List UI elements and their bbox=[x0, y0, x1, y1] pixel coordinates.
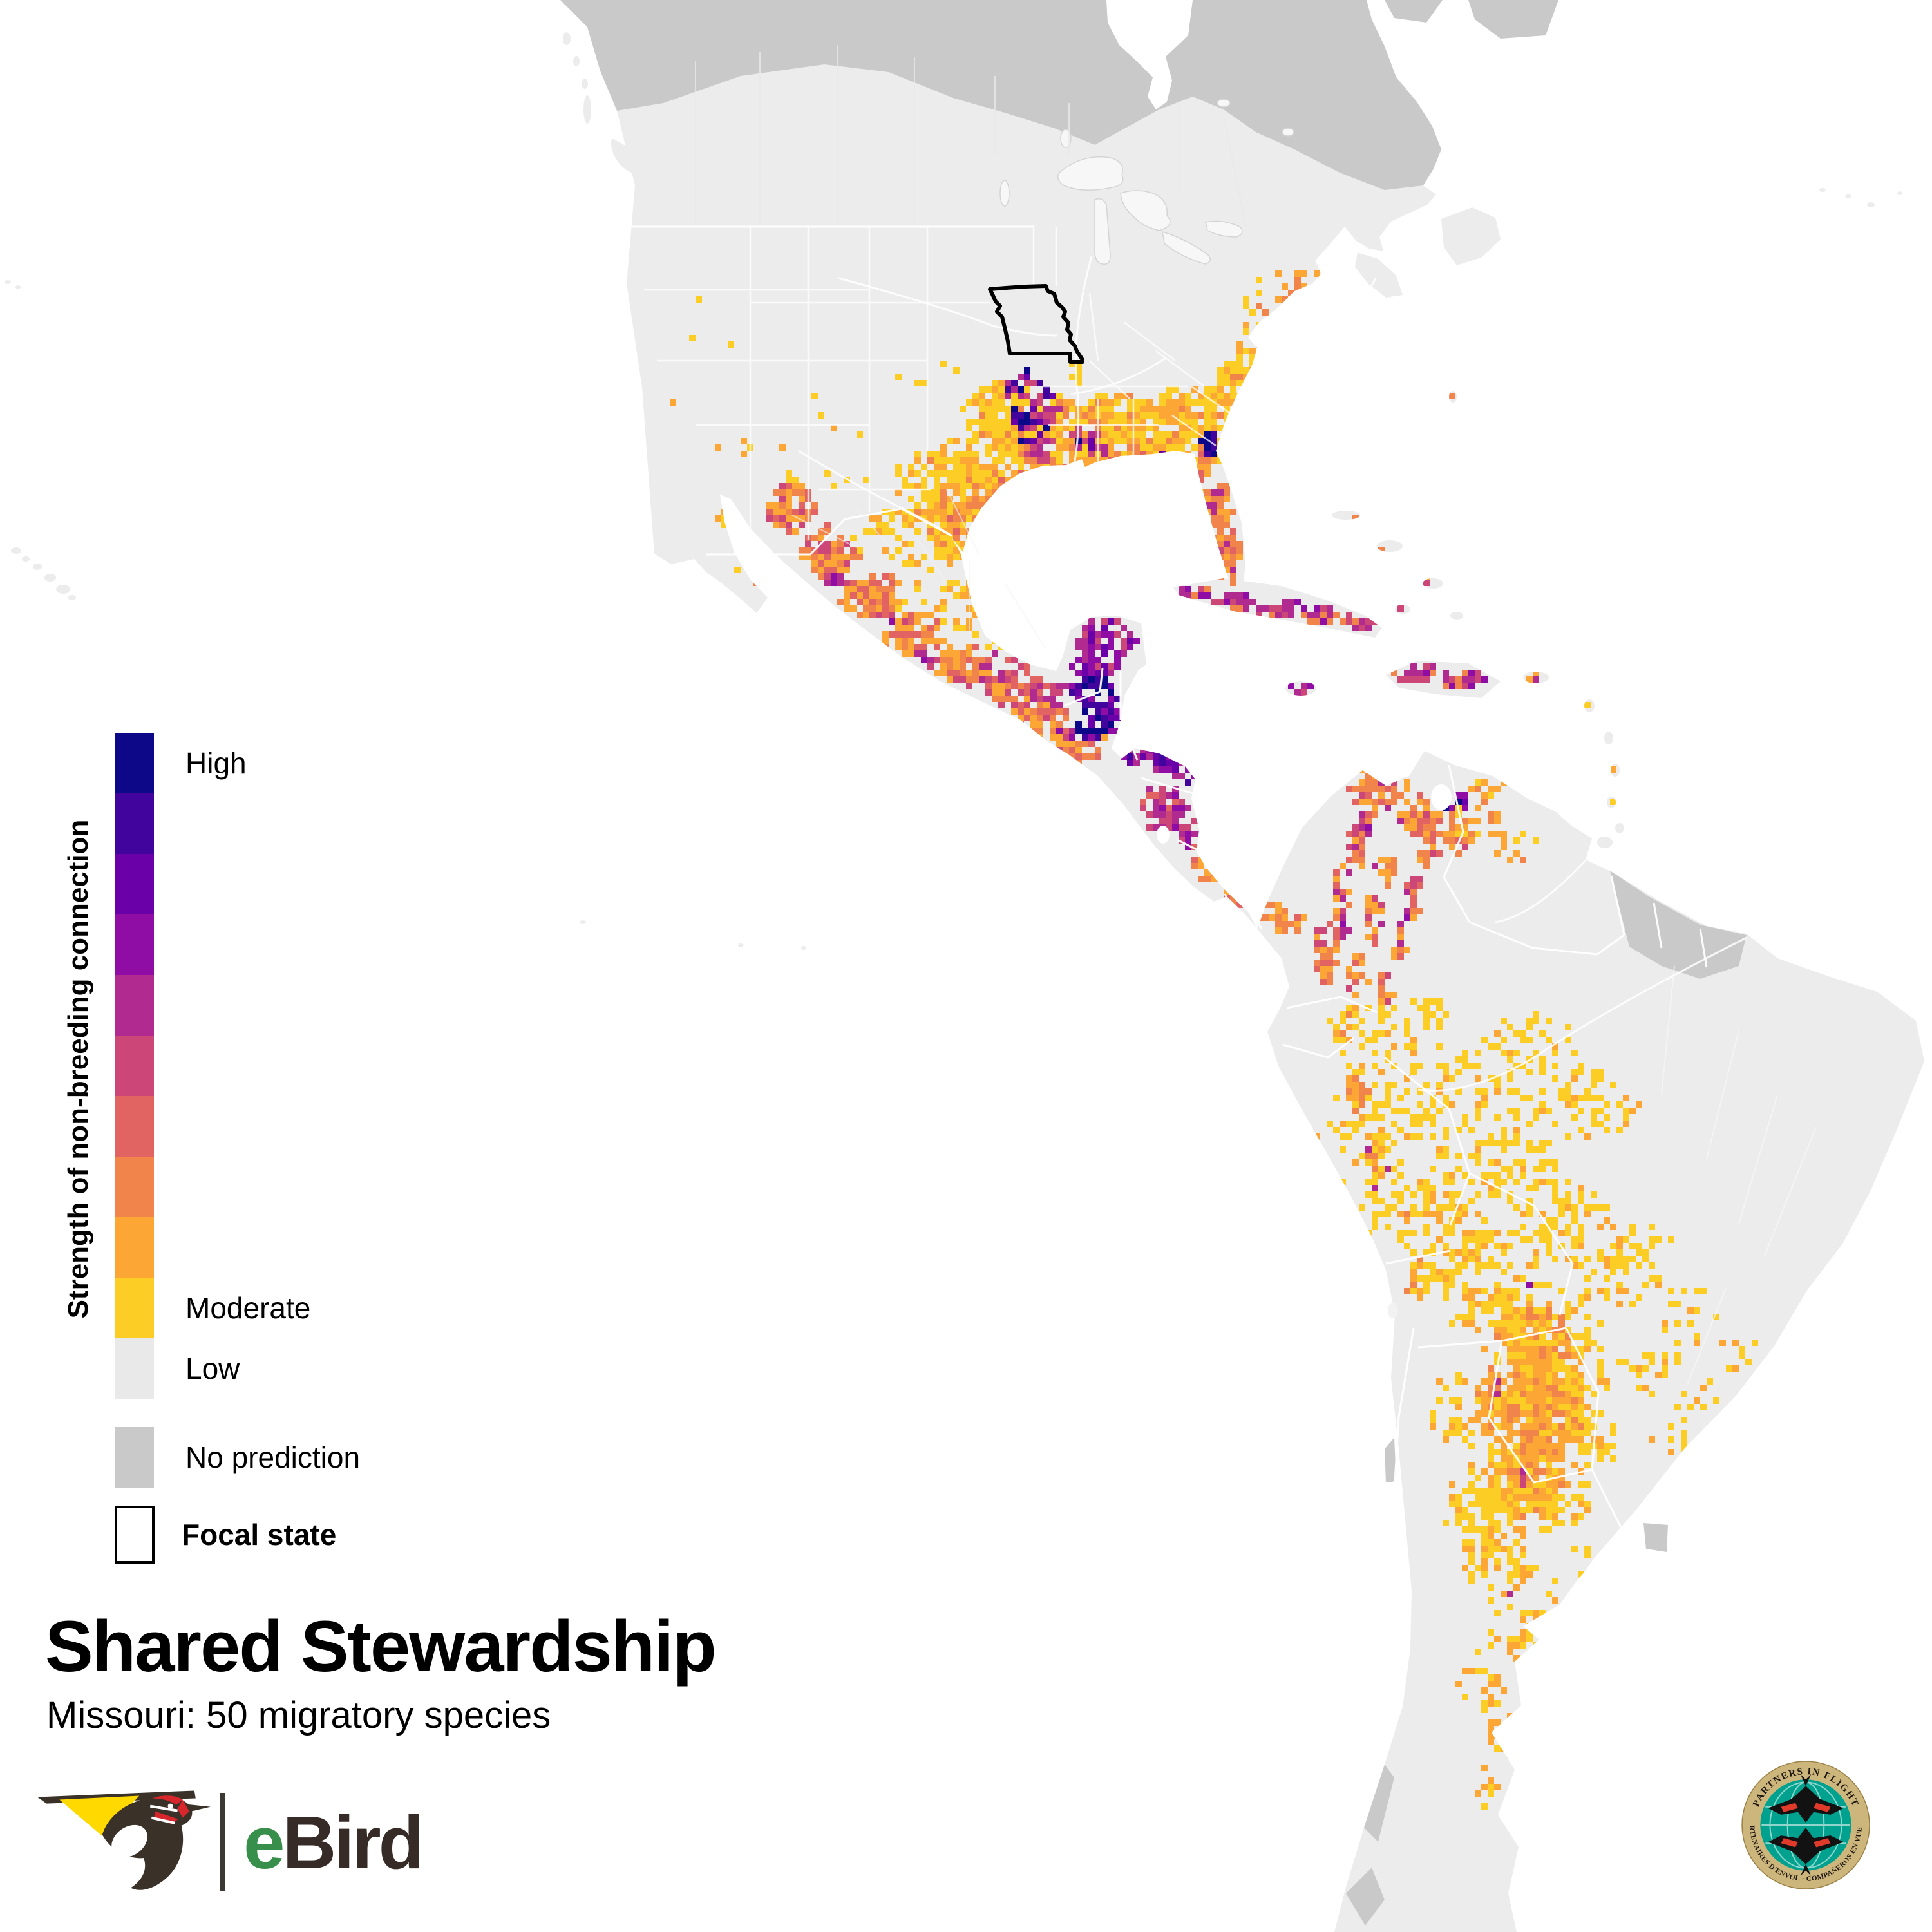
rivers bbox=[798, 256, 1747, 1092]
page-subtitle: Missouri: 50 migratory species bbox=[46, 1694, 551, 1736]
ebird-wordmark-bird: Bird bbox=[282, 1801, 424, 1884]
province-borders bbox=[695, 45, 1247, 227]
lake-superior bbox=[1057, 156, 1124, 191]
legend-high-label: High bbox=[185, 746, 247, 780]
hudson-bay bbox=[1106, 0, 1193, 109]
colorbar-cell bbox=[115, 1217, 154, 1278]
state-borders bbox=[644, 225, 1234, 544]
lake-huron bbox=[1120, 190, 1171, 231]
colorbar-cell bbox=[115, 733, 154, 793]
ebird-wordmark-e: e bbox=[243, 1801, 285, 1884]
ebird-bird-icon bbox=[37, 1790, 211, 1890]
legend-low-label: Low bbox=[185, 1352, 240, 1385]
partners-in-flight-logo: PARTNERS IN FLIGHT PARTENAIRES D'ENVOL ·… bbox=[1741, 1760, 1870, 1889]
legend-focal-state-label: Focal state bbox=[182, 1518, 337, 1551]
country-borders bbox=[630, 225, 1708, 1804]
pif-birds bbox=[1768, 1774, 1844, 1876]
no-prediction-areas bbox=[560, 0, 1747, 1926]
lake-erie bbox=[1162, 231, 1211, 265]
legend-axis-label: Strength of non-breeding connection bbox=[62, 819, 94, 1319]
colorbar-cell bbox=[115, 1278, 154, 1338]
lake-maracaibo bbox=[1431, 784, 1452, 810]
legend-colorbar bbox=[115, 733, 154, 1399]
landmasses bbox=[5, 0, 1924, 1932]
colorbar-cell bbox=[115, 793, 154, 854]
mexico-state-borders bbox=[791, 489, 1045, 648]
colorbar-cell bbox=[115, 1096, 154, 1157]
focal-state-outline bbox=[988, 284, 1084, 364]
colorbar-cell bbox=[115, 914, 154, 975]
ebird-logo-divider bbox=[220, 1793, 225, 1891]
lake-michigan bbox=[1094, 198, 1111, 265]
lake-nicaragua bbox=[1157, 826, 1170, 844]
hawaii-islands bbox=[11, 547, 76, 600]
lakes-and-bays bbox=[999, 0, 1452, 1318]
lake-ontario bbox=[1205, 220, 1243, 238]
legend-focal-state-swatch bbox=[115, 1506, 155, 1564]
legend-no-prediction-label: No prediction bbox=[185, 1441, 361, 1474]
lake-titicaca bbox=[1388, 1303, 1398, 1318]
colorbar-cell bbox=[115, 975, 154, 1036]
legend-moderate-label: Moderate bbox=[185, 1291, 311, 1325]
ebird-wordmark: eBird bbox=[243, 1799, 424, 1886]
small-islands bbox=[5, 32, 1902, 950]
legend-no-prediction-swatch bbox=[115, 1427, 154, 1488]
colorbar-cell bbox=[115, 1157, 154, 1217]
ebird-logo: eBird bbox=[32, 1789, 444, 1896]
brazil-state-borders bbox=[1661, 965, 1817, 1385]
colorbar-cell bbox=[115, 854, 154, 914]
page-title: Shared Stewardship bbox=[45, 1606, 717, 1687]
colorbar-cell bbox=[115, 1036, 154, 1096]
colorbar-low-cell bbox=[115, 1338, 154, 1399]
